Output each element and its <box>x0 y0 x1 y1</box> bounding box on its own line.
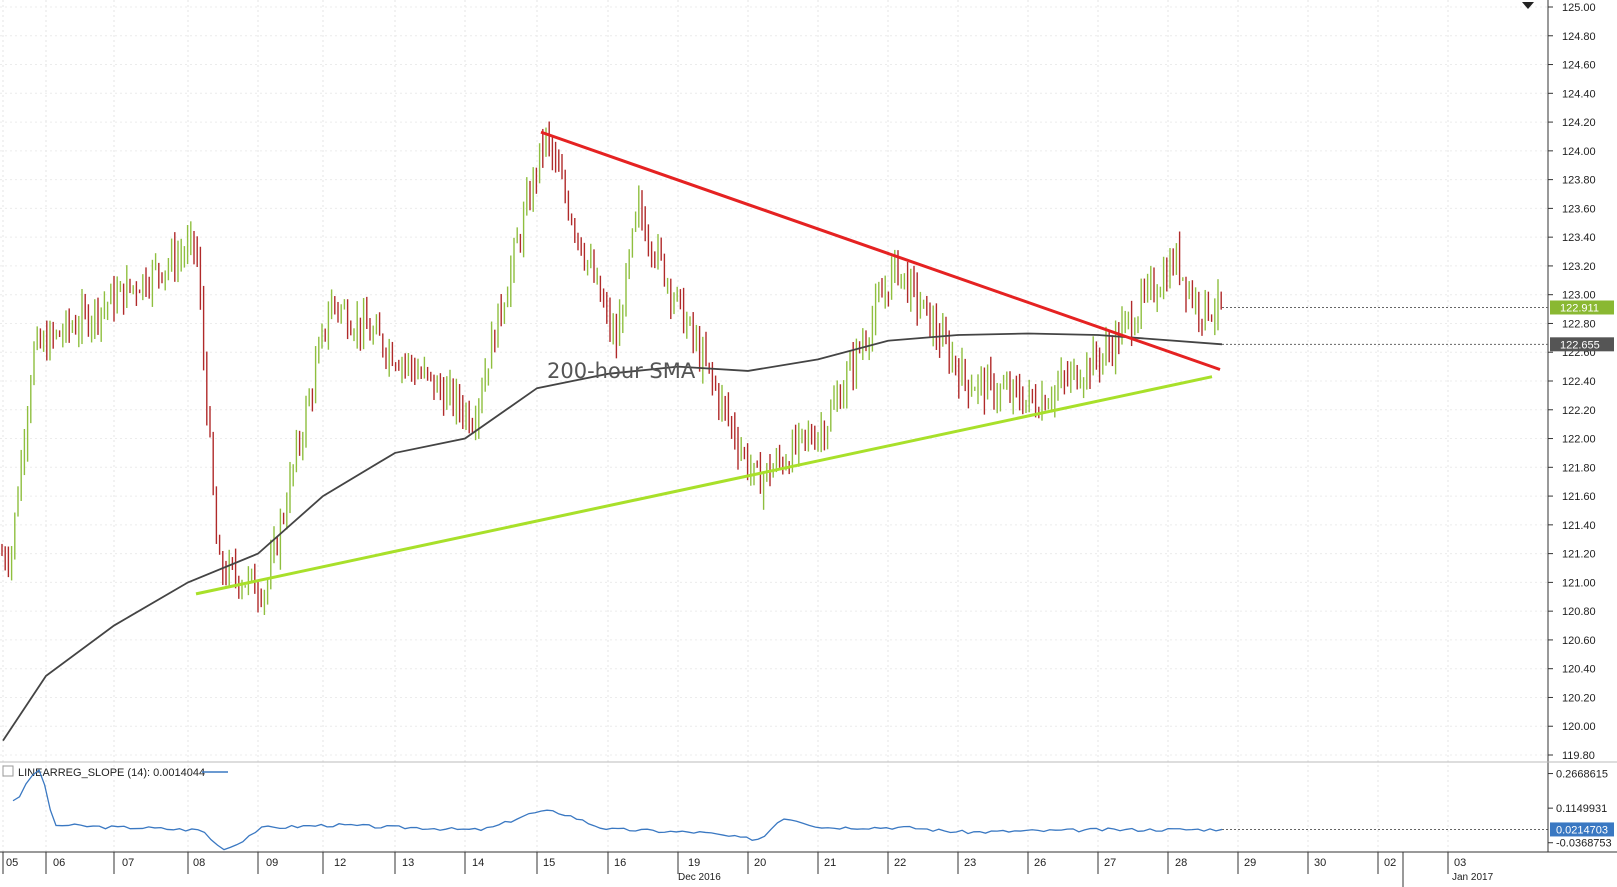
y-tick-label: 123.40 <box>1562 232 1596 244</box>
x-tick-label: 19 <box>688 857 700 869</box>
indicator-line <box>12 768 1223 851</box>
y-tick-label: 120.60 <box>1562 635 1596 647</box>
y-tick-label: 121.80 <box>1562 462 1596 474</box>
indicator-y-tick-label: 0.1149931 <box>1556 803 1607 815</box>
sma-200-line <box>2 332 1223 742</box>
indicator-y-tick-label: -0.0368753 <box>1556 838 1612 850</box>
indicator-y-tick-label: 0.2668615 <box>1556 769 1608 781</box>
x-tick-label: 05 <box>6 857 18 869</box>
y-tick-label: 124.40 <box>1562 88 1596 100</box>
y-tick-label: 124.00 <box>1562 146 1596 158</box>
y-tick-label: 120.80 <box>1562 606 1596 618</box>
y-tick-label: 125.00 <box>1562 2 1596 14</box>
x-tick-label: 08 <box>193 857 205 869</box>
y-tick-label: 122.00 <box>1562 434 1596 446</box>
y-tick-label: 122.80 <box>1562 318 1596 330</box>
indicator-title: LINEARREG_SLOPE (14): 0.0014044 <box>18 767 205 779</box>
indicator-last-badge <box>1550 822 1614 837</box>
checkbox-icon[interactable] <box>2 765 14 777</box>
y-tick-label: 124.80 <box>1562 31 1596 43</box>
x-tick-label: 02 <box>1384 857 1396 869</box>
y-tick-label: 123.20 <box>1562 261 1596 273</box>
x-tick-label: 07 <box>122 857 134 869</box>
price-bars <box>1 121 1222 615</box>
indicator-last-label: 0.0214703 <box>1556 824 1608 836</box>
annotations: 200-hour SMA 122.911 122.655 <box>547 2 1614 383</box>
x-tick-label: 23 <box>964 857 976 869</box>
support-trendline <box>195 375 1213 596</box>
last-price-badge <box>1550 337 1614 352</box>
y-tick-label: 120.00 <box>1562 721 1596 733</box>
sma-annotation: 200-hour SMA <box>547 359 696 383</box>
x-tick-label: 12 <box>334 857 346 869</box>
x-tick-label: 13 <box>402 857 414 869</box>
y-tick-label: 123.80 <box>1562 175 1596 187</box>
x-tick-label: 16 <box>614 857 626 869</box>
last-price-label: 122.911 <box>1560 302 1599 314</box>
grid <box>0 0 1548 852</box>
chevron-down-icon[interactable] <box>1522 2 1534 9</box>
x-tick-label: 09 <box>266 857 278 869</box>
indicator-panel: LINEARREG_SLOPE (14): 0.0014044 0.2668615… <box>2 765 1614 851</box>
x-tick-label: 20 <box>754 857 766 869</box>
x-tick-label: 26 <box>1034 857 1046 869</box>
x-tick-label: 21 <box>824 857 836 869</box>
y-tick-label: 121.60 <box>1562 491 1596 503</box>
last-price-badge <box>1550 300 1614 315</box>
x-tick-label: 30 <box>1314 857 1326 869</box>
trendlines <box>195 130 1221 596</box>
y-tick-label: 124.20 <box>1562 117 1596 129</box>
month-label: Jan 2017 <box>1452 872 1494 883</box>
x-tick-label: 28 <box>1175 857 1187 869</box>
y-tick-label: 122.20 <box>1562 405 1596 417</box>
x-tick-label: 27 <box>1104 857 1116 869</box>
x-tick-label: 06 <box>53 857 65 869</box>
resistance-trendline <box>540 130 1221 371</box>
y-tick-label: 121.20 <box>1562 549 1596 561</box>
y-tick-label: 121.40 <box>1562 520 1596 532</box>
y-tick-label: 119.80 <box>1562 750 1595 762</box>
y-tick-label: 122.40 <box>1562 376 1596 388</box>
y-tick-label: 123.00 <box>1562 290 1596 302</box>
y-tick-label: 120.40 <box>1562 664 1596 676</box>
y-tick-label: 124.60 <box>1562 60 1596 72</box>
month-label: Dec 2016 <box>678 872 721 883</box>
sma-line <box>2 332 1223 742</box>
x-tick-label: 14 <box>472 857 484 869</box>
x-tick-label: 15 <box>543 857 555 869</box>
x-tick-label: 03 <box>1454 857 1466 869</box>
y-tick-label: 123.60 <box>1562 203 1596 215</box>
last-price-label: 122.655 <box>1560 339 1600 351</box>
y-tick-label: 120.20 <box>1562 692 1596 704</box>
y-tick-label: 121.00 <box>1562 577 1596 589</box>
x-tick-label: 29 <box>1244 857 1256 869</box>
x-tick-label: 22 <box>894 857 906 869</box>
